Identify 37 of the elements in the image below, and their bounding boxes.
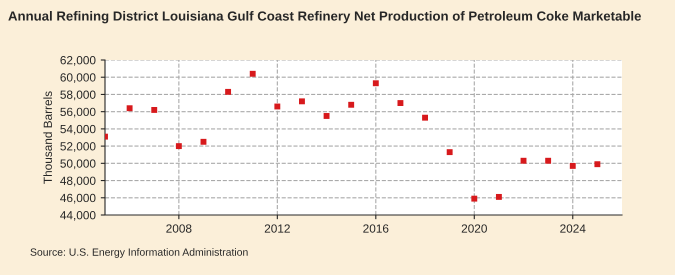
x-tick-label: 2024 — [560, 224, 586, 233]
point — [299, 98, 305, 104]
point — [126, 105, 133, 112]
point — [570, 162, 576, 169]
point — [151, 107, 158, 113]
chart-title: Annual Refining District Louisiana Gulf Coast Refinery Net Production of Petroleum Coke Marketable — [8, 11, 641, 24]
point — [372, 80, 379, 86]
point — [545, 158, 552, 164]
x-tick-label: 2008 — [166, 224, 192, 233]
point — [446, 149, 453, 156]
y-tick-label: 46,000 — [60, 194, 96, 204]
source-note: Source: U.S. Energy Information Administration — [30, 248, 248, 258]
y-tick-label: 56,000 — [60, 108, 96, 118]
point — [274, 104, 280, 110]
y-tick-label: 50,000 — [60, 159, 96, 170]
point — [348, 102, 354, 108]
x-tick-label: 2016 — [363, 224, 388, 233]
point — [496, 194, 502, 200]
y-tick-label: 52,000 — [60, 142, 96, 152]
y-tick-label: 44,000 — [60, 211, 96, 221]
y-axis-title: Thousand Barrels — [43, 91, 52, 184]
point — [176, 143, 182, 150]
point — [324, 113, 330, 119]
y-tick-label: 54,000 — [60, 124, 96, 135]
x-tick-label: 2012 — [264, 224, 290, 233]
y-tick-label: 48,000 — [60, 176, 96, 186]
point — [200, 138, 206, 145]
y-tick-label: 62,000 — [60, 56, 96, 66]
point — [225, 88, 232, 95]
point — [471, 196, 478, 202]
point — [397, 100, 404, 106]
point — [422, 114, 428, 121]
y-tick-label: 58,000 — [60, 90, 96, 100]
point — [520, 158, 526, 164]
y-tick-label: 60,000 — [60, 73, 96, 84]
point — [594, 161, 600, 168]
x-tick-label: 2020 — [462, 224, 487, 233]
